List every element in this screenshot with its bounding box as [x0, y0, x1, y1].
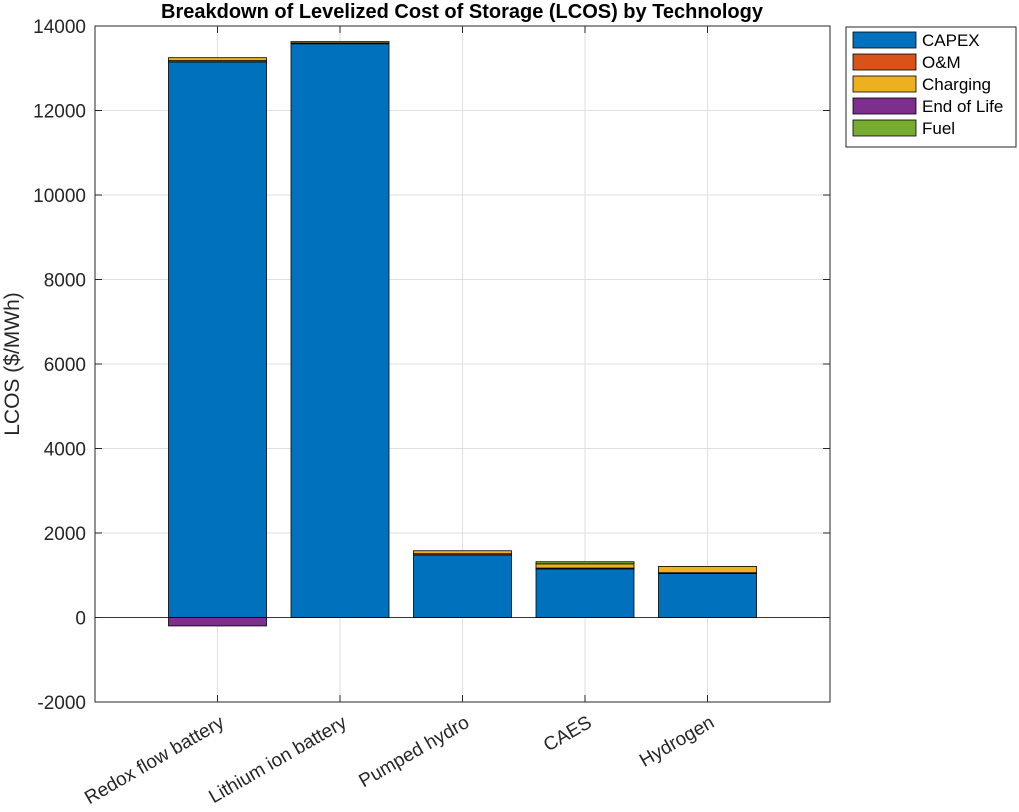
legend: CAPEX O&M Charging End of Life Fuel: [845, 26, 1017, 148]
bar-segment-end-of-life: [168, 617, 267, 627]
x-tick-label: Redox flow battery: [81, 712, 228, 809]
bars: [168, 41, 757, 627]
bar-segment-capex: [535, 568, 635, 618]
y-tick-label: 8000: [44, 271, 86, 292]
bar-segment-capex: [413, 554, 512, 618]
chart-title: Breakdown of Levelized Cost of Storage (…: [161, 1, 764, 23]
y-tick-label: -2000: [37, 693, 86, 714]
legend-label: Fuel: [922, 119, 955, 138]
legend-label: End of Life: [922, 97, 1003, 116]
legend-label: CAPEX: [922, 31, 980, 50]
bar-segment-capex: [168, 61, 267, 618]
x-tick-label: Hydrogen: [636, 712, 718, 771]
bar-segment-charging: [535, 563, 635, 569]
legend-label: O&M: [922, 53, 961, 72]
y-tick-label: 0: [75, 609, 86, 630]
legend-swatch: [852, 119, 917, 137]
bar-segment-capex: [290, 43, 390, 618]
x-tick-label: Lithium ion battery: [206, 712, 351, 808]
y-tick-label: 6000: [44, 355, 86, 376]
bar-segment-charging: [290, 41, 390, 44]
bar-segment-charging: [168, 57, 267, 62]
legend-swatch: [852, 97, 917, 115]
y-tick-label: 4000: [44, 440, 86, 461]
x-tick-label: CAES: [540, 712, 595, 756]
bar-segment-charging: [658, 565, 757, 574]
legend-swatch: [852, 31, 917, 49]
x-tick-label: Pumped hydro: [355, 712, 473, 792]
y-tick-label: 2000: [44, 524, 86, 545]
bar-segment-fuel: [535, 561, 635, 565]
bar-segment-charging: [413, 550, 512, 555]
y-axis-label: LCOS ($/MWh): [1, 292, 24, 436]
y-tick-label: 12000: [33, 102, 86, 123]
legend-label: Charging: [922, 75, 991, 94]
bar-segment-capex: [658, 573, 757, 618]
legend-swatch: [852, 53, 917, 71]
y-tick-label: 10000: [33, 186, 86, 207]
legend-swatch: [852, 75, 917, 93]
y-tick-label: 14000: [33, 17, 86, 38]
